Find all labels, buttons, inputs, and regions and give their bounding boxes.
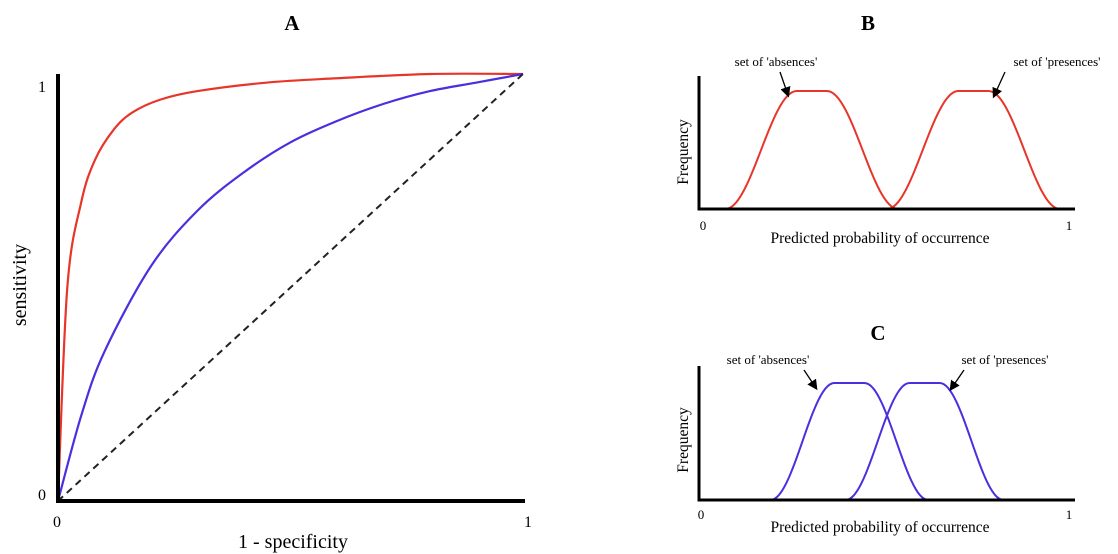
b-x-tick-1: 1 [1066, 218, 1073, 233]
panel-label-c: C [870, 321, 885, 345]
c-x-tick-1: 1 [1066, 507, 1073, 522]
c-absences-curve [766, 382, 940, 501]
c-presences-arrow [949, 369, 965, 392]
roc-x-axis-title: 1 - specificity [238, 531, 348, 553]
b-axes [697, 76, 1075, 211]
c-y-axis-title: Frequency [675, 407, 692, 473]
roc-y-axis-title: sensitivity [9, 244, 31, 326]
roc-curve-blue [56, 72, 524, 502]
roc-curve-red [56, 72, 524, 502]
panel-label-a: A [284, 11, 300, 35]
distribution-plot-b [697, 76, 1075, 211]
roc-axes [56, 74, 525, 503]
b-absences-curve [725, 90, 910, 210]
b-presences-arrow [992, 71, 1006, 99]
b-x-axis-title: Predicted probability of occurrence [770, 230, 989, 247]
c-x-axis-title: Predicted probability of occurrence [770, 519, 989, 536]
c-absences-annotation: set of 'absences' [727, 352, 810, 367]
roc-plot [56, 72, 525, 503]
c-presences-annotation: set of 'presences' [962, 352, 1049, 367]
b-absences-annotation: set of 'absences' [735, 54, 818, 69]
distribution-plot-c [697, 366, 1075, 502]
roc-y-tick-0: 0 [38, 487, 46, 504]
roc-y-tick-1: 1 [38, 79, 46, 96]
roc-x-tick-0: 0 [53, 514, 61, 531]
panel-label-b: B [861, 11, 875, 35]
c-axes [697, 366, 1075, 502]
roc-diagonal-line [57, 73, 524, 502]
c-absences-arrow [803, 369, 818, 391]
b-y-axis-title: Frequency [675, 119, 692, 185]
b-x-tick-0: 0 [700, 218, 707, 233]
roc-x-tick-1: 1 [524, 514, 532, 531]
b-absences-arrow [779, 71, 791, 98]
b-presences-annotation: set of 'presences' [1014, 54, 1101, 69]
b-presences-curve [886, 90, 1064, 210]
c-presences-curve [838, 382, 1008, 501]
c-x-tick-0: 0 [698, 507, 705, 522]
